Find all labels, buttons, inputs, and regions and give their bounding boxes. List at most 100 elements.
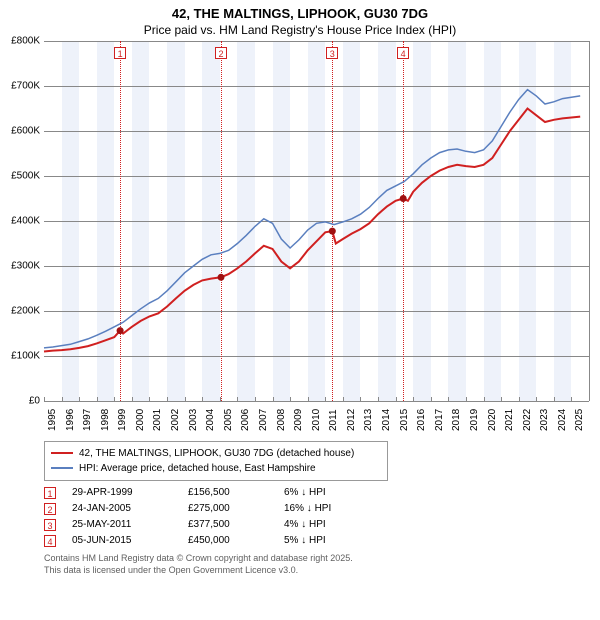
sale-number-box: 4	[44, 535, 56, 547]
series-hpi	[44, 89, 580, 347]
x-tick-label: 2005	[223, 409, 234, 431]
y-tick-label: £400K	[0, 215, 40, 226]
x-tick	[44, 397, 45, 401]
x-tick-label: 2018	[451, 409, 462, 431]
sale-price: £450,000	[188, 535, 268, 546]
sale-diff: 16% ↓ HPI	[284, 503, 374, 514]
y-tick-label: £100K	[0, 350, 40, 361]
x-tick-label: 2004	[205, 409, 216, 431]
x-tick	[343, 397, 344, 401]
x-tick	[360, 397, 361, 401]
sale-point	[329, 227, 336, 234]
price-chart: £0£100K£200K£300K£400K£500K£600K£700K£80…	[44, 41, 590, 401]
x-tick	[396, 397, 397, 401]
x-tick-label: 2010	[311, 409, 322, 431]
sale-diff: 6% ↓ HPI	[284, 487, 374, 498]
x-tick-label: 2008	[276, 409, 287, 431]
x-tick-label: 1999	[117, 409, 128, 431]
y-tick-label: £600K	[0, 125, 40, 136]
y-tick-label: £700K	[0, 80, 40, 91]
x-tick	[378, 397, 379, 401]
x-tick	[554, 397, 555, 401]
chart-legend: 42, THE MALTINGS, LIPHOOK, GU30 7DG (det…	[44, 441, 388, 481]
footnote-line: This data is licensed under the Open Gov…	[44, 565, 590, 577]
x-tick	[220, 397, 221, 401]
legend-label: HPI: Average price, detached house, East…	[79, 461, 316, 476]
sale-diff: 4% ↓ HPI	[284, 519, 374, 530]
footnote: Contains HM Land Registry data © Crown c…	[44, 553, 590, 576]
sale-price: £377,500	[188, 519, 268, 530]
series-price_paid	[44, 108, 580, 351]
page-subtitle: Price paid vs. HM Land Registry's House …	[0, 23, 600, 41]
x-tick	[202, 397, 203, 401]
x-tick-label: 2020	[487, 409, 498, 431]
sale-date: 24-JAN-2005	[72, 503, 172, 514]
sale-number-box: 3	[44, 519, 56, 531]
y-tick-label: £0	[0, 395, 40, 406]
x-tick-label: 2015	[399, 409, 410, 431]
x-tick-label: 1995	[47, 409, 58, 431]
sale-diff: 5% ↓ HPI	[284, 535, 374, 546]
page-title: 42, THE MALTINGS, LIPHOOK, GU30 7DG	[0, 0, 600, 23]
x-tick-label: 2006	[240, 409, 251, 431]
x-tick-label: 2011	[328, 409, 339, 431]
x-tick-label: 2024	[557, 409, 568, 431]
x-tick	[571, 397, 572, 401]
x-tick-label: 2019	[469, 409, 480, 431]
x-tick-label: 2017	[434, 409, 445, 431]
x-tick	[255, 397, 256, 401]
sale-price: £275,000	[188, 503, 268, 514]
x-tick	[273, 397, 274, 401]
x-tick-label: 2014	[381, 409, 392, 431]
sale-point	[400, 195, 407, 202]
x-tick	[185, 397, 186, 401]
y-tick-label: £300K	[0, 260, 40, 271]
x-tick	[97, 397, 98, 401]
x-tick-label: 2012	[346, 409, 357, 431]
x-tick	[413, 397, 414, 401]
x-tick	[114, 397, 115, 401]
legend-label: 42, THE MALTINGS, LIPHOOK, GU30 7DG (det…	[79, 446, 354, 461]
x-tick	[290, 397, 291, 401]
sale-point	[117, 327, 124, 334]
legend-swatch	[51, 467, 73, 469]
x-tick-label: 2002	[170, 409, 181, 431]
x-tick	[149, 397, 150, 401]
sale-number-box: 2	[44, 503, 56, 515]
x-tick	[536, 397, 537, 401]
x-tick	[132, 397, 133, 401]
legend-item: 42, THE MALTINGS, LIPHOOK, GU30 7DG (det…	[51, 446, 381, 461]
x-tick	[237, 397, 238, 401]
footnote-line: Contains HM Land Registry data © Crown c…	[44, 553, 590, 565]
x-tick-label: 2021	[504, 409, 515, 431]
sale-price: £156,500	[188, 487, 268, 498]
legend-item: HPI: Average price, detached house, East…	[51, 461, 381, 476]
x-tick-label: 2025	[574, 409, 585, 431]
x-tick	[501, 397, 502, 401]
x-tick-label: 1997	[82, 409, 93, 431]
x-tick-label: 2023	[539, 409, 550, 431]
x-tick	[519, 397, 520, 401]
x-tick	[484, 397, 485, 401]
sale-date: 29-APR-1999	[72, 487, 172, 498]
x-tick	[466, 397, 467, 401]
x-tick-label: 2000	[135, 409, 146, 431]
y-tick-label: £800K	[0, 35, 40, 46]
sales-table-row: 2 24-JAN-2005 £275,000 16% ↓ HPI	[44, 501, 590, 517]
x-tick	[431, 397, 432, 401]
x-tick-label: 2001	[152, 409, 163, 431]
x-tick-label: 2022	[522, 409, 533, 431]
sales-table-row: 325-MAY-2011£377,5004% ↓ HPI	[44, 517, 590, 533]
x-tick-label: 1998	[100, 409, 111, 431]
x-tick-label: 2013	[363, 409, 374, 431]
x-tick	[79, 397, 80, 401]
sale-date: 05-JUN-2015	[72, 535, 172, 546]
x-tick-label: 2016	[416, 409, 427, 431]
sales-table-row: 129-APR-1999£156,5006% ↓ HPI	[44, 485, 590, 501]
x-tick-label: 2009	[293, 409, 304, 431]
chart-svg	[44, 41, 589, 401]
legend-swatch	[51, 452, 73, 454]
sale-point	[218, 274, 225, 281]
y-tick-label: £200K	[0, 305, 40, 316]
x-tick	[62, 397, 63, 401]
